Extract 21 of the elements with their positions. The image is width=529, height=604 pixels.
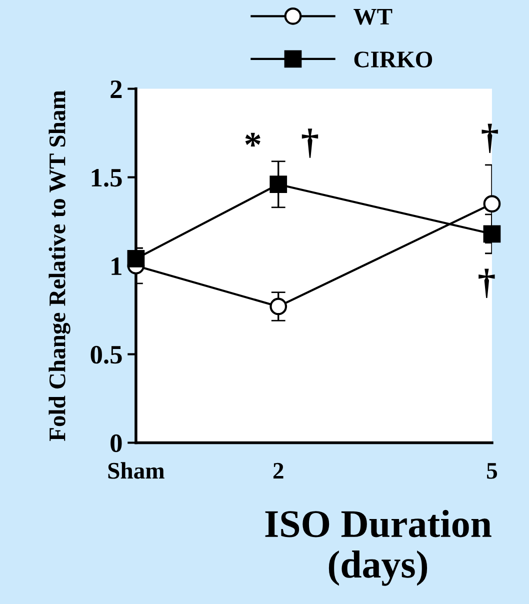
point xyxy=(127,250,145,268)
legend-label: CIRKO xyxy=(354,52,432,68)
y-tick-label: 2 xyxy=(110,80,122,98)
annotation: * xyxy=(245,132,260,146)
y-tick-label: 1 xyxy=(112,257,122,275)
y-axis-title: Fold Change Relative to WT Sham xyxy=(48,90,70,442)
y-tick-label: 0 xyxy=(110,434,122,452)
point xyxy=(483,195,501,213)
x-tick-label: 5 xyxy=(487,463,498,479)
x-axis-title: ISO Duration (days) xyxy=(265,510,492,586)
x-tick-label: Sham xyxy=(108,462,164,479)
y-tick-label: 1.5 xyxy=(92,169,122,187)
y-tick-label: 0.5 xyxy=(90,346,122,364)
point xyxy=(483,225,501,243)
point xyxy=(270,176,288,194)
x-tick-label: 2 xyxy=(273,462,284,479)
legend-label: WT xyxy=(354,8,392,25)
annotation: † xyxy=(482,124,498,154)
annotation: † xyxy=(302,128,318,158)
point xyxy=(270,298,288,316)
annotation: † xyxy=(478,268,495,298)
